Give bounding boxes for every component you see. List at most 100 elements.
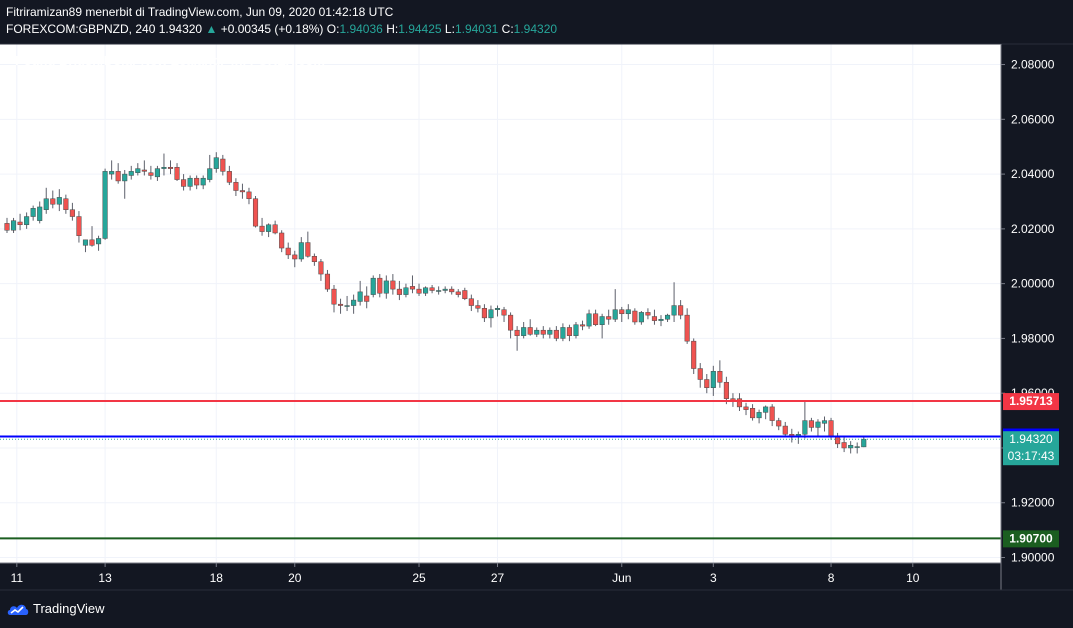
candle-body (128, 171, 134, 176)
candle-body (828, 420, 834, 438)
candle-body (540, 329, 546, 335)
x-tick-label: Jun (612, 571, 631, 585)
candle-body (239, 190, 245, 193)
candle-body (403, 287, 409, 295)
candle-body (194, 177, 200, 186)
tradingview-logo[interactable]: TradingView (7, 601, 105, 616)
candle-body (344, 305, 350, 307)
candle-body (848, 444, 854, 449)
candle-body (723, 381, 729, 399)
candle-body (409, 286, 416, 290)
candle-body (69, 209, 75, 217)
candle-body (664, 314, 671, 320)
candle-body (122, 173, 128, 182)
x-tick-label: 25 (412, 571, 426, 585)
candle-body (534, 329, 540, 335)
x-tick-label: 13 (98, 571, 112, 585)
candle-body (390, 280, 396, 290)
symbol-label: FOREXCOM:GBPNZD, 240 (6, 22, 156, 36)
candle-body (102, 171, 108, 239)
candle-body (756, 412, 762, 419)
candle-body (181, 179, 187, 187)
candle-body (318, 261, 324, 275)
candle-body (135, 168, 141, 173)
candle-body (835, 436, 841, 445)
low-label: L: (444, 22, 455, 36)
high-label: H: (386, 22, 399, 36)
candle-body (89, 239, 95, 246)
close-label: C: (501, 22, 514, 36)
brand-name: TradingView (33, 601, 105, 616)
chart-background (0, 44, 1001, 563)
candle-body (63, 198, 69, 210)
candle-body (776, 420, 782, 427)
open-value: 1.94036 (339, 22, 383, 36)
y-tick-label: 2.08000 (1011, 58, 1055, 72)
candle-body (769, 406, 775, 421)
candle-body (259, 225, 265, 232)
candle-body (174, 166, 180, 180)
candle-body (710, 371, 716, 388)
candle-body (50, 198, 56, 205)
candle-body (481, 308, 487, 319)
close-value: 1.94320 (513, 22, 558, 36)
candle-body (763, 406, 769, 413)
candle-body (187, 177, 193, 187)
candle-body (494, 308, 501, 310)
candle-body (808, 420, 814, 428)
green-level-price-label-bg (1003, 530, 1059, 548)
candle-body (4, 223, 10, 231)
candle-body (606, 316, 612, 320)
candle-body (266, 224, 272, 232)
candle-body (423, 287, 429, 294)
candle-body (30, 208, 36, 217)
candle-body (109, 171, 115, 175)
candle-body (442, 288, 448, 291)
cloud-logo-icon (7, 604, 29, 615)
last-price: 1.94320 (158, 22, 203, 36)
candle-body (521, 327, 527, 336)
candle-body (573, 324, 579, 336)
change-value: +0.00345 (+0.18%) (220, 22, 324, 36)
candle-body (200, 177, 206, 186)
candle-body (364, 295, 370, 302)
candle-body (861, 438, 867, 448)
candle-body (272, 224, 278, 234)
candle-body (553, 329, 559, 339)
candle-body (651, 316, 658, 321)
y-tick-label: 2.04000 (1011, 167, 1055, 181)
candle-body (697, 368, 703, 380)
candle-body (750, 408, 756, 419)
candle-body (501, 309, 507, 316)
candle-body (638, 312, 644, 323)
y-tick-label: 1.98000 (1011, 331, 1055, 345)
candle-body (449, 288, 455, 293)
candle-body (43, 198, 49, 210)
last-price-label-bg (1003, 431, 1059, 466)
candle-body (311, 256, 317, 262)
candle-body (854, 446, 860, 448)
candle-body (370, 277, 376, 295)
candle-body (645, 312, 651, 316)
candle-body (96, 238, 102, 245)
candle-body (377, 277, 383, 294)
candle-body (154, 168, 160, 178)
candle-body (782, 425, 788, 435)
candle-body (37, 206, 43, 221)
candle-body (436, 290, 442, 292)
candle-body (560, 327, 566, 339)
candle-body (802, 420, 808, 435)
candle-body (547, 329, 553, 335)
candle-body (579, 324, 586, 327)
y-tick-label: 1.90000 (1011, 551, 1055, 565)
price-axis[interactable] (1001, 44, 1073, 563)
candle-body (455, 291, 461, 295)
candle-body (305, 242, 311, 257)
candle-body (691, 340, 697, 369)
candle-body (226, 171, 232, 183)
candle-body (612, 309, 618, 320)
candle-body (658, 318, 664, 321)
candle-body (161, 166, 167, 169)
candle-body (416, 288, 422, 294)
